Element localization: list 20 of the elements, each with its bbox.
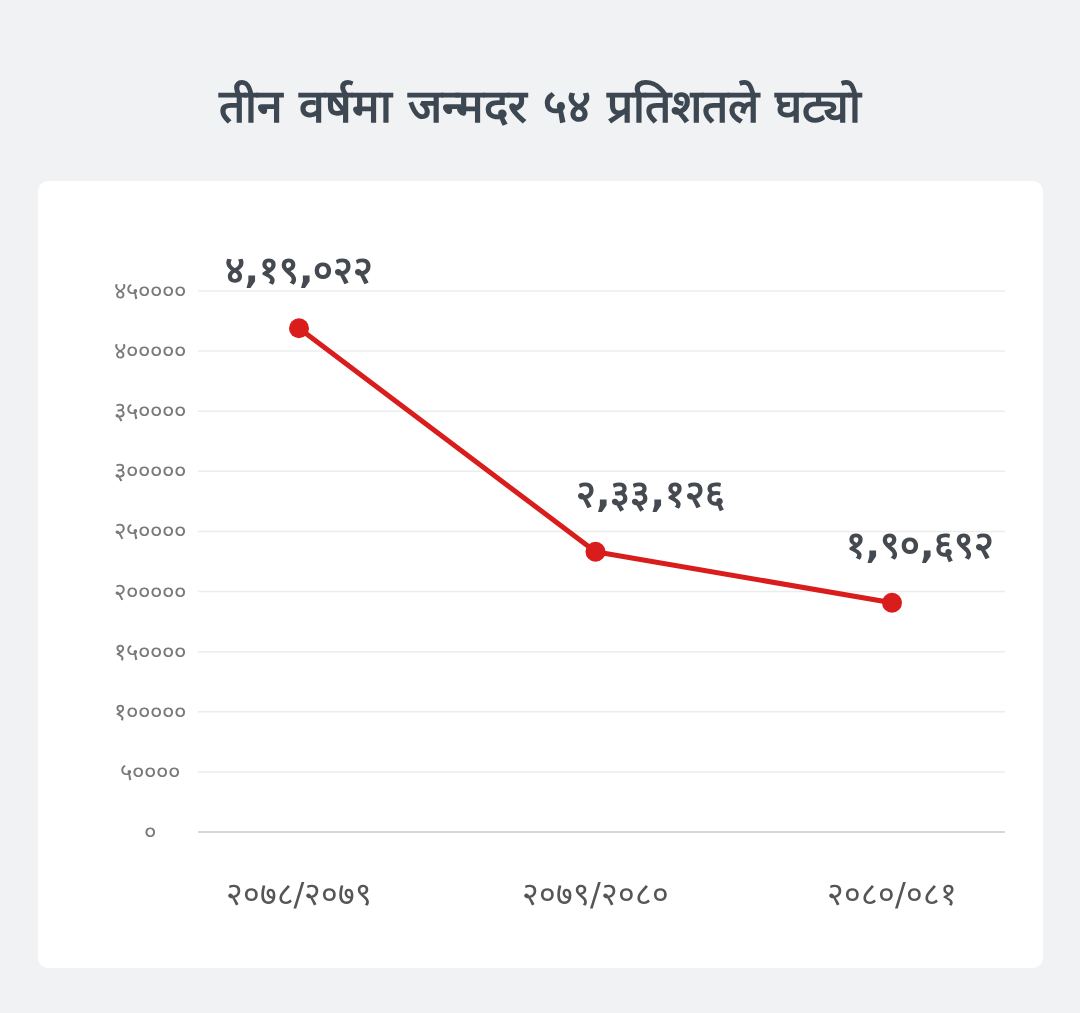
- y-tick-label: ३५००००: [114, 397, 186, 426]
- point: [289, 318, 309, 339]
- x-tick-label: २०८०/०८१: [827, 875, 957, 913]
- y-tick-label: १५००००: [114, 637, 186, 666]
- y-tick-label: ०: [144, 818, 156, 846]
- y-tick-label: २०००००: [114, 577, 186, 606]
- data-label: २,३३,१२६: [576, 471, 725, 516]
- y-tick-label: ३०००००: [114, 457, 186, 486]
- data-label: १,९०,६९२: [845, 522, 995, 567]
- y-tick-label: ४०००००: [114, 337, 186, 366]
- x-tick-label: २०७९/२०८०: [522, 875, 669, 913]
- y-tick-label: २५००००: [114, 517, 186, 546]
- x-tick-label: २०७८/२०७९: [225, 875, 373, 913]
- point: [585, 541, 606, 562]
- y-tick-label: १०००००: [114, 697, 186, 726]
- y-tick-label: ५००००: [120, 757, 180, 786]
- point: [882, 592, 902, 613]
- chart-title: तीन वर्षमा जन्मदर ५४ प्रतिशतले घट्यो: [217, 79, 864, 133]
- data-label: ४,१९,०२२: [224, 248, 374, 293]
- y-tick-label: ४५००००: [114, 277, 186, 305]
